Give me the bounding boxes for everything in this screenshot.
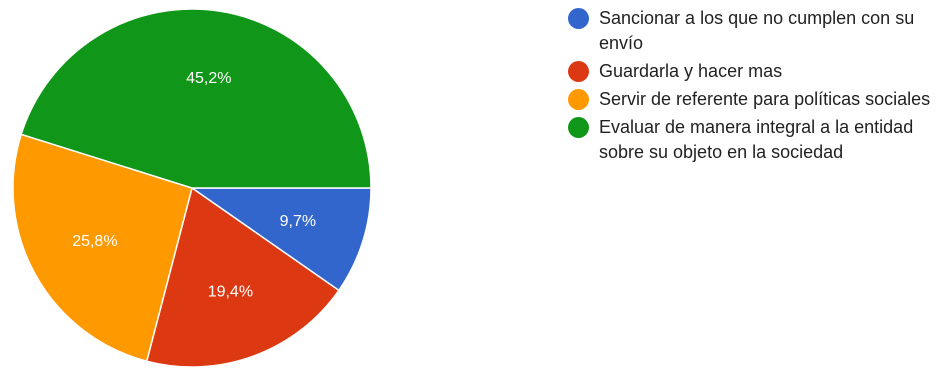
legend-label-2: Servir de referente para políticas socia… [599, 89, 931, 109]
pie-slices [12, 8, 372, 368]
pie-slice-2[interactable] [12, 133, 193, 363]
pie-slice-label-1: 19,4% [208, 284, 253, 301]
pie-slice-label-2: 25,8% [72, 233, 117, 250]
legend-label-0: Sancionar a los que no cumplen con su en… [599, 8, 915, 53]
legend: Sancionar a los que no cumplen con su en… [568, 6, 943, 168]
pie-slice-labels: 9,7% 19,4% 25,8% 45,2% [72, 70, 316, 301]
pie-slice-label-3: 45,2% [186, 70, 231, 87]
pie-slice-1[interactable] [145, 186, 340, 368]
legend-label-3: Evaluar de manera integral a la entidad … [599, 117, 914, 162]
legend-swatch-3 [568, 117, 589, 138]
legend-item-0: Sancionar a los que no cumplen con su en… [568, 6, 943, 56]
pie-slice-0[interactable] [189, 187, 372, 292]
legend-swatch-2 [568, 89, 589, 110]
pie-slice-3[interactable] [20, 8, 372, 189]
legend-item-2: Servir de referente para políticas socia… [568, 87, 943, 112]
legend-swatch-1 [568, 61, 589, 82]
legend-item-3: Evaluar de manera integral a la entidad … [568, 115, 943, 165]
legend-item-1: Guardarla y hacer mas [568, 59, 943, 84]
pie-slice-label-0: 9,7% [280, 213, 316, 230]
legend-label-1: Guardarla y hacer mas [599, 61, 783, 81]
legend-swatch-0 [568, 8, 589, 29]
pie-plot: 9,7% 19,4% 25,8% 45,2% [12, 8, 372, 368]
